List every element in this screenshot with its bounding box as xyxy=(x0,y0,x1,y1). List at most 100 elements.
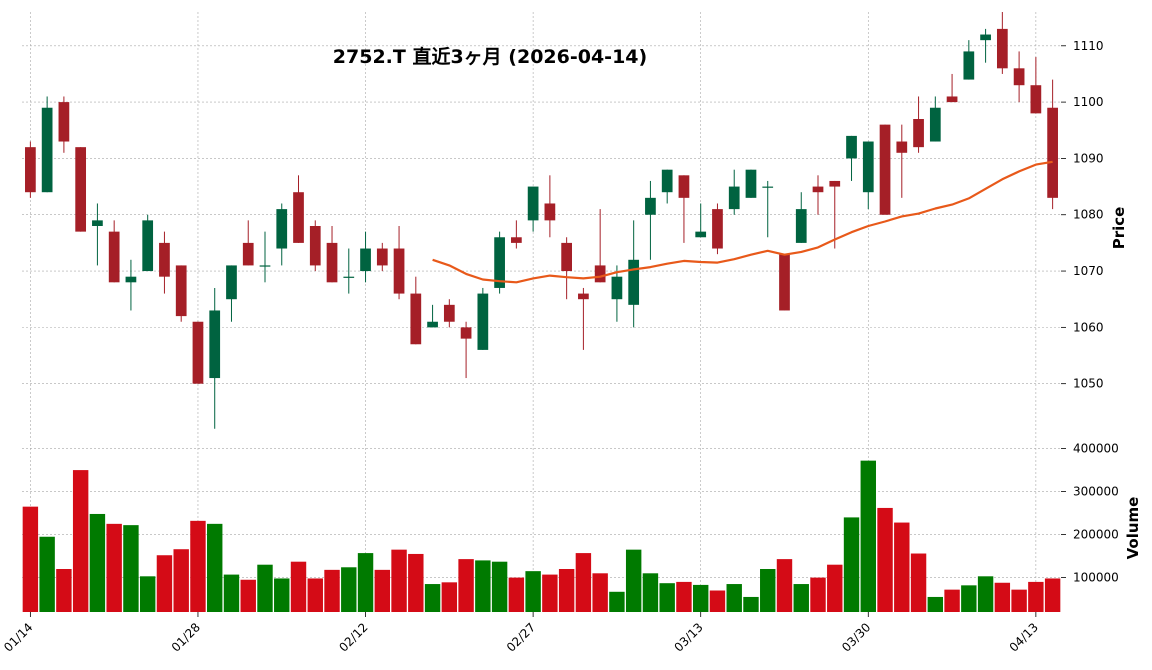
price-tick-label: 1090 xyxy=(1073,151,1104,165)
candle-body xyxy=(544,203,556,221)
volume-bar xyxy=(692,584,709,612)
candle-body xyxy=(996,28,1008,69)
candle-body xyxy=(846,135,857,159)
x-tick-label: 03/13 xyxy=(671,620,705,654)
candle-body xyxy=(276,209,288,249)
volume-bar xyxy=(156,555,173,612)
volume-bar xyxy=(491,561,508,612)
candle-body xyxy=(477,293,489,350)
volume-bar xyxy=(910,553,927,612)
volume-bar xyxy=(843,517,860,612)
candle-body xyxy=(695,231,707,238)
volume-bar xyxy=(139,576,156,612)
candle-body xyxy=(460,327,472,339)
ma-series-line xyxy=(432,160,1053,284)
volume-axis-ticks: 100000 200000 300000 400000 xyxy=(1061,442,1119,585)
x-tick-label: 01/28 xyxy=(169,620,203,654)
candle-body xyxy=(561,242,572,272)
price-tick-label: 1060 xyxy=(1073,320,1104,334)
volume-bar xyxy=(793,584,809,612)
candle-body xyxy=(829,180,841,187)
volume-bar xyxy=(609,591,625,612)
volume-bar xyxy=(525,571,541,612)
volume-bar xyxy=(424,584,441,612)
candle-body xyxy=(594,265,606,283)
volume-bar xyxy=(827,564,843,612)
price-axis-label: Price xyxy=(1110,207,1128,250)
candle-body xyxy=(511,237,522,243)
volume-bar xyxy=(290,561,307,612)
price-tick-label: 1110 xyxy=(1073,39,1104,53)
candle-body xyxy=(142,220,154,272)
volume-bar xyxy=(558,569,575,612)
volume-bar xyxy=(776,559,793,612)
volume-bar xyxy=(810,577,826,612)
x-tick-label: 04/13 xyxy=(1007,620,1041,654)
volume-bar xyxy=(123,525,139,612)
candle-body xyxy=(1047,107,1058,198)
candle-body xyxy=(929,107,941,142)
candle-body xyxy=(1030,85,1042,114)
volume-bar xyxy=(726,584,742,612)
volume-bar xyxy=(743,596,759,612)
candle-body xyxy=(578,293,589,300)
candle-body xyxy=(410,293,422,345)
candle-body xyxy=(645,197,656,215)
volume-bar xyxy=(659,583,675,612)
candle-body xyxy=(427,321,438,328)
candle-body xyxy=(209,310,221,379)
candle-body xyxy=(443,304,455,322)
volume-bar xyxy=(207,523,223,612)
candle-body xyxy=(527,186,539,221)
volume-bar xyxy=(1011,589,1027,612)
candle-body xyxy=(745,169,757,198)
candle-body xyxy=(611,276,623,300)
candle-body xyxy=(58,102,70,142)
candle-body xyxy=(879,124,891,215)
volume-bar xyxy=(508,577,525,612)
candle-body xyxy=(812,186,824,193)
candle-body xyxy=(309,226,321,266)
candle-body xyxy=(862,141,874,193)
x-axis-ticks: 01/14 01/28 02/12 02/27 03/13 03/30 04/13 xyxy=(1,612,1041,655)
candle-body xyxy=(75,147,87,232)
candle-body xyxy=(762,186,774,188)
volume-bar xyxy=(173,549,189,612)
volume-bar xyxy=(89,513,106,612)
x-tick-label: 01/14 xyxy=(1,620,35,654)
candle-body xyxy=(108,231,120,283)
volume-bar xyxy=(458,559,474,612)
candle-body xyxy=(712,209,723,249)
volume-bar xyxy=(190,520,206,612)
candle-body xyxy=(175,265,187,317)
candle-body xyxy=(159,242,170,277)
candle-body xyxy=(628,259,640,305)
volume-bar xyxy=(374,569,391,612)
volume-bar xyxy=(408,553,424,612)
volume-bar xyxy=(240,579,256,612)
candle-body xyxy=(661,169,673,193)
price-tick-label: 1100 xyxy=(1073,95,1104,109)
price-tick-label: 1050 xyxy=(1073,377,1104,391)
volume-bar xyxy=(944,589,960,612)
volume-bar xyxy=(625,549,642,612)
volume-bar xyxy=(391,549,407,612)
volume-bar xyxy=(575,553,592,612)
volume-bar xyxy=(441,582,458,612)
volume-bar xyxy=(977,576,994,612)
volume-tick-label: 100000 xyxy=(1073,571,1119,585)
candle-body xyxy=(125,276,137,283)
candle-body xyxy=(896,141,908,153)
price-tick-label: 1080 xyxy=(1073,208,1104,222)
candle-body xyxy=(1013,68,1025,86)
volume-bar xyxy=(1028,581,1044,612)
volume-bar xyxy=(223,574,240,612)
candle-body xyxy=(678,175,690,198)
volume-bar xyxy=(994,582,1011,612)
candle-body xyxy=(376,248,388,266)
candle-body xyxy=(795,209,807,243)
candle-body xyxy=(92,220,103,226)
volume-tick-label: 200000 xyxy=(1073,528,1119,542)
candle-body xyxy=(393,248,405,294)
